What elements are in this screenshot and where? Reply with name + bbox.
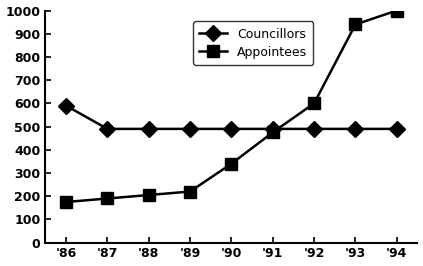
Legend: Councillors, Appointees: Councillors, Appointees bbox=[193, 22, 313, 65]
Councillors bbox=[105, 127, 110, 131]
Line: Councillors: Councillors bbox=[60, 100, 402, 134]
Councillors bbox=[63, 104, 69, 107]
Appointees bbox=[105, 197, 110, 200]
Appointees bbox=[146, 193, 151, 197]
Councillors bbox=[187, 127, 192, 131]
Councillors bbox=[312, 127, 317, 131]
Appointees bbox=[312, 102, 317, 105]
Councillors bbox=[353, 127, 358, 131]
Appointees bbox=[394, 9, 399, 12]
Councillors bbox=[270, 127, 275, 131]
Councillors bbox=[146, 127, 151, 131]
Appointees bbox=[63, 200, 69, 203]
Appointees bbox=[270, 131, 275, 134]
Appointees bbox=[353, 23, 358, 26]
Appointees bbox=[229, 162, 234, 165]
Councillors bbox=[394, 127, 399, 131]
Appointees bbox=[187, 190, 192, 193]
Line: Appointees: Appointees bbox=[60, 5, 402, 207]
Councillors bbox=[229, 127, 234, 131]
